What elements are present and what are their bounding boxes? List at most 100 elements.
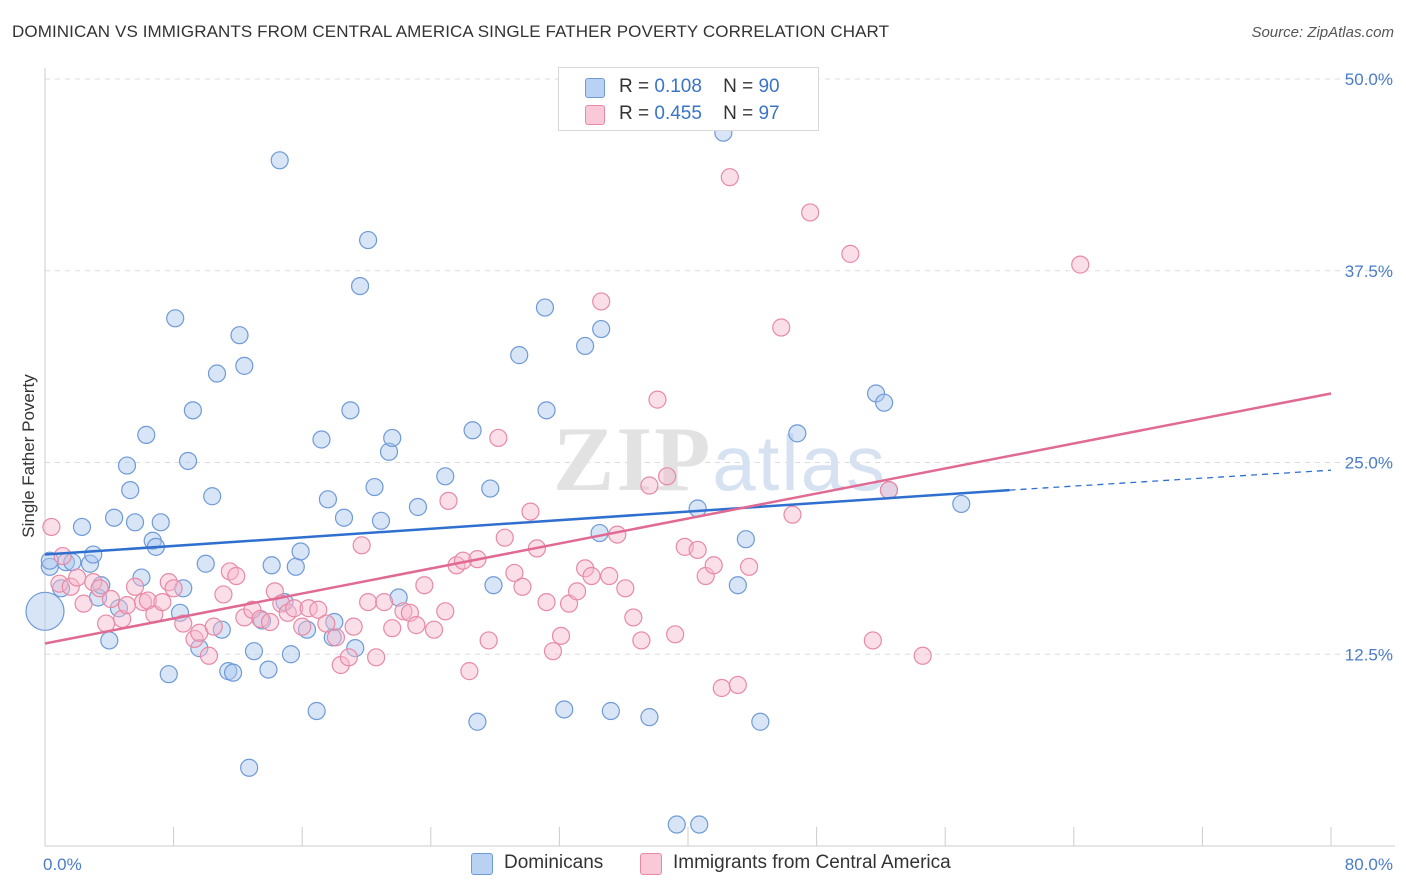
central-america-point <box>495 528 514 547</box>
y-tick-label: 12.5% <box>1345 645 1393 664</box>
dominican-point <box>736 530 755 549</box>
central-america-point <box>293 617 312 636</box>
central-america-point <box>567 582 587 601</box>
central-america-point <box>720 168 739 187</box>
dominican-point <box>84 545 103 564</box>
dominican-point <box>875 393 894 412</box>
central-america-point <box>61 577 80 596</box>
dominican-point <box>291 542 310 561</box>
dominican-point <box>25 591 65 631</box>
chart-title: DOMINICAN VS IMMIGRANTS FROM CENTRAL AME… <box>12 22 890 41</box>
central-america-point <box>479 631 498 650</box>
central-america-point <box>658 467 677 486</box>
central-america-point <box>624 608 643 627</box>
legend-box: R = 0.108 N = 90 R = 0.455 N = 97 <box>558 67 819 131</box>
central-america-point <box>863 631 882 650</box>
central-america-point <box>317 614 336 633</box>
legend-r-value: 0.455 <box>654 103 702 124</box>
tick-labels: 12.5% 25.0% 37.5% 50.0% 0.0% 80.0% <box>43 70 1393 874</box>
central-america-point <box>879 481 899 500</box>
central-america-point <box>640 476 659 495</box>
central-america-point <box>632 631 651 650</box>
dominican-point <box>270 151 289 170</box>
central-america-point <box>551 626 571 645</box>
central-america-point <box>728 675 747 695</box>
central-america-point <box>326 628 346 647</box>
dominican-point <box>371 511 391 530</box>
dominican-point <box>481 479 500 498</box>
dominican-point <box>383 428 402 448</box>
dominican-point <box>788 424 807 443</box>
central-america-point <box>913 646 932 665</box>
bottom-legend-label: Dominicans <box>504 852 604 873</box>
central-america-point <box>772 318 791 337</box>
central-america-point <box>648 390 667 409</box>
central-america-point <box>278 603 297 622</box>
bottom-legend-swatch-pink <box>640 853 662 875</box>
dominican-point <box>408 497 428 517</box>
dominican-point <box>121 481 140 500</box>
central-america-trend-line <box>44 392 1332 645</box>
central-america-point <box>801 203 820 222</box>
dominican-point <box>359 230 378 250</box>
central-america-point <box>712 678 731 698</box>
x-tick-label: 0.0% <box>43 855 82 874</box>
dominican-point <box>230 326 249 345</box>
dominican-point <box>100 631 119 650</box>
central-america-point <box>592 292 611 311</box>
dominican-point <box>601 701 620 721</box>
dominican-point <box>132 568 151 587</box>
central-america-point <box>436 602 455 621</box>
central-america-point <box>90 579 109 598</box>
dominican-point <box>203 487 222 506</box>
watermark: ZIPatlas <box>553 408 887 510</box>
central-america-point <box>513 577 532 596</box>
central-america-point <box>117 596 137 615</box>
dominican-point <box>223 663 243 682</box>
dominican-point <box>125 513 145 532</box>
central-america-point <box>375 592 394 612</box>
dominican-point <box>436 467 455 486</box>
dominican-point <box>235 356 254 375</box>
central-america-point <box>220 562 239 581</box>
dominican-point <box>510 346 529 365</box>
dominican-point <box>117 456 137 475</box>
dominican-point <box>259 660 278 679</box>
y-tick-label: 37.5% <box>1345 262 1393 281</box>
central-america-point <box>285 599 304 618</box>
central-america-point <box>164 579 183 598</box>
central-america-point <box>359 592 378 612</box>
legend-n-label: N = <box>723 76 754 97</box>
central-america-point <box>582 566 601 586</box>
central-america-point <box>204 617 223 636</box>
central-america-point <box>344 617 363 636</box>
dominicans-trend-extension <box>1009 469 1332 491</box>
dominican-point <box>240 758 259 777</box>
legend-r-label: R = <box>619 103 650 124</box>
central-america-point <box>367 648 386 667</box>
dominicans-trend-line <box>44 488 1010 556</box>
dominican-point <box>281 645 301 664</box>
dominican-point <box>196 554 215 573</box>
y-axis-label: Single Father Poverty <box>19 374 38 538</box>
central-america-point <box>521 502 540 521</box>
central-america-point <box>704 556 723 575</box>
central-america-point <box>543 642 563 661</box>
central-america-point <box>352 536 371 555</box>
dominican-point <box>667 815 686 834</box>
central-america-point <box>125 577 145 596</box>
bottom-legend-label: Immigrants from Central America <box>673 852 951 873</box>
central-america-point <box>407 616 426 635</box>
dominican-point <box>105 508 124 527</box>
dominican-point <box>555 700 574 719</box>
dominican-point <box>468 712 487 731</box>
legend-n-value: 90 <box>758 76 780 97</box>
dominican-point <box>576 336 595 356</box>
legend-r-value: 0.108 <box>654 76 702 97</box>
dominican-point <box>484 576 503 595</box>
central-america-point <box>101 589 121 609</box>
central-america-point <box>214 585 233 604</box>
dominican-point <box>952 494 971 514</box>
dominican-point <box>178 451 198 471</box>
